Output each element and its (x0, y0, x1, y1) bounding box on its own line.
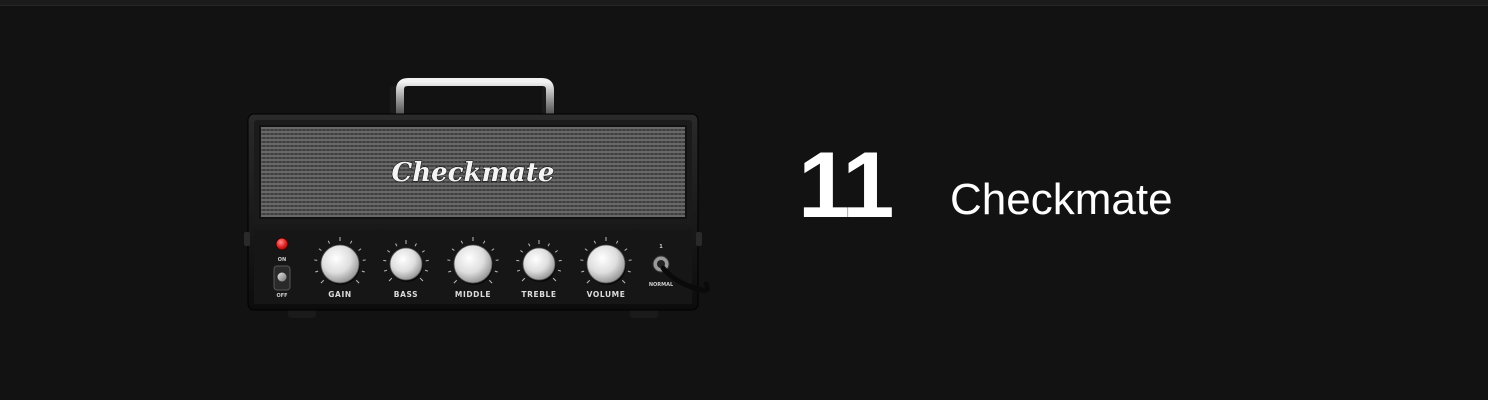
amp-logo: Checkmate (392, 158, 555, 188)
volume-knob-label: VOLUME (587, 290, 626, 299)
middle-knob[interactable] (447, 237, 499, 285)
gain-knob[interactable] (314, 237, 366, 285)
rank-number: 11 (798, 132, 894, 237)
input-number-label: 1 (659, 244, 663, 250)
power-off-label: OFF (276, 293, 287, 299)
speaker-grille (260, 126, 686, 218)
amp-image[interactable]: Checkmate ON OFF GAIN BASS MIDDLE TREBLE VOL… (240, 74, 710, 330)
top-divider (0, 0, 1488, 6)
power-on-label: ON (278, 257, 286, 263)
guitar-cable (660, 265, 710, 293)
treble-knob-label: TREBLE (521, 290, 556, 299)
bass-knob-label: BASS (394, 290, 418, 299)
volume-knob[interactable] (580, 237, 632, 285)
power-led (275, 237, 289, 251)
carry-handle (390, 78, 554, 120)
middle-knob-label: MIDDLE (455, 290, 491, 299)
bass-knob[interactable] (383, 240, 429, 282)
treble-knob[interactable] (516, 240, 562, 282)
input-normal-label: NORMAL (649, 282, 674, 288)
amp-name: Checkmate (950, 175, 1173, 224)
gain-knob-label: GAIN (328, 290, 351, 299)
